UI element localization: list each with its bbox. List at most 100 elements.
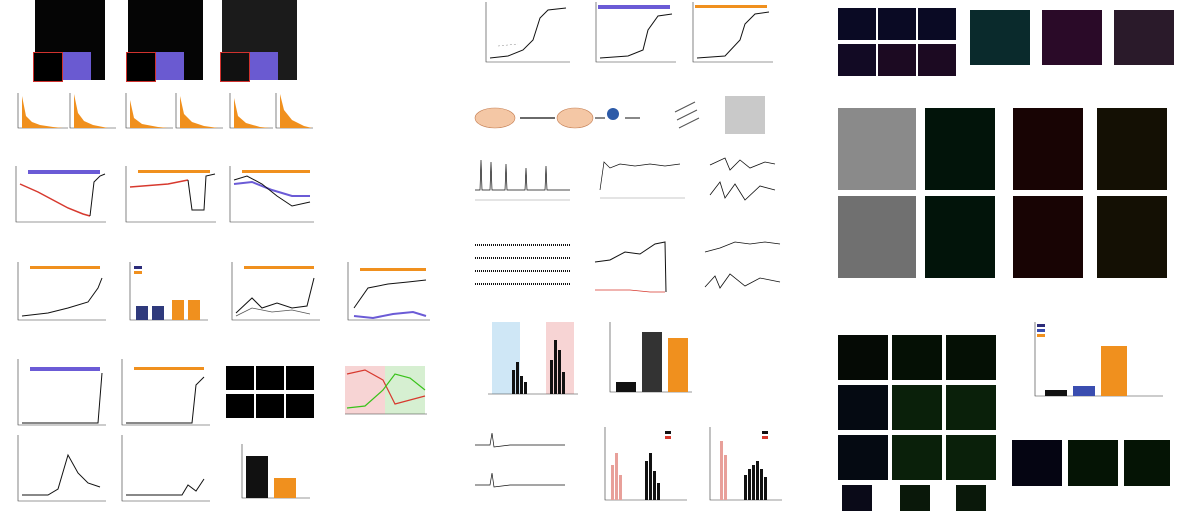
green-cell-1: [226, 394, 254, 418]
green-fluor-2: [925, 196, 995, 278]
shaded-trace-svg: [345, 366, 427, 415]
small-green-grid: [1012, 440, 1172, 490]
trace-panel-c1: [8, 162, 108, 232]
ephys-panel-1: [470, 150, 575, 210]
trace-svg-d4: [347, 262, 430, 321]
trace-svg-c1: [15, 166, 106, 223]
dapi-cell-5: [878, 44, 916, 76]
ephys-panel-3: [705, 150, 780, 220]
merge-cell: [1114, 10, 1174, 65]
dapi-cell-6: [918, 44, 956, 76]
small-cell-2: [1068, 440, 1118, 486]
ephys-panel-4: [470, 230, 575, 300]
bright-cell-1: [838, 108, 916, 190]
bar-panel-d2: [120, 258, 210, 333]
stain-cell-1: [838, 335, 888, 380]
bright-field-grid: [838, 108, 918, 298]
red-fluor-1: [1013, 108, 1083, 190]
hist-panel-bottom-2: [700, 425, 785, 510]
ephys-panel-5: [590, 232, 690, 302]
fluor-grid: [925, 108, 1175, 298]
sigmoid-panel-m2: [588, 0, 678, 75]
image-grid-e3: [226, 366, 316, 421]
hist-svg-bottom-2: [709, 427, 782, 501]
stain-inset-1: [842, 485, 872, 511]
trace-svg-e2: [121, 359, 210, 502]
sigmoid-panel-m3: [685, 0, 775, 75]
green-fluor-1: [925, 108, 995, 190]
stain-cell-9: [946, 435, 996, 480]
trace-panel-d4: [338, 258, 433, 333]
merge-fluor-1: [1097, 108, 1167, 190]
ephys-svg-2: [599, 161, 685, 199]
inset-purple-a1: [63, 52, 91, 80]
inset-box-a2: [126, 52, 156, 82]
stain-cell-6: [946, 385, 996, 430]
trace-panel-e1: [8, 355, 108, 510]
ephys-svg-4: [475, 244, 570, 285]
stain-inset-3: [956, 485, 986, 511]
bar-svg-e5: [241, 444, 310, 499]
schematic-svg: [474, 96, 765, 134]
stain-cell-5: [892, 385, 942, 430]
trace-panel-d1: [8, 258, 108, 333]
trace-svg-c3: [229, 166, 314, 223]
dapi-cell-2: [878, 8, 916, 40]
bar-panel-m-right: [600, 320, 695, 400]
ephys-svg-bottom: [475, 432, 565, 488]
dapi-grid: [838, 8, 956, 76]
sigmoid-panel-m1: [478, 0, 573, 75]
dapi-cell-3: [918, 8, 956, 40]
ephys-panel-6: [700, 232, 785, 302]
magenta-cell: [1042, 10, 1102, 65]
red-fluor-2: [1013, 196, 1083, 278]
green-stain-grid: [838, 335, 998, 511]
ephys-svg-3: [709, 157, 776, 201]
shaded-histogram-svg: [488, 322, 578, 395]
green-cell-2: [256, 394, 284, 418]
bar-panel-e5: [232, 440, 312, 505]
dapi-cell-4: [838, 44, 876, 76]
histogram-group: [17, 93, 313, 129]
hist-panel-bottom-1: [595, 425, 690, 510]
trace-svg-e1: [17, 359, 106, 502]
trace-svg-c2: [125, 166, 216, 223]
trace-panel-d3: [222, 258, 322, 333]
dapi-cell-1: [838, 8, 876, 40]
hist-svg-bottom-1: [604, 427, 687, 501]
trace-panel-c2: [118, 162, 218, 232]
ephys-svg-6: [704, 241, 781, 289]
bar-svg-d2: [129, 262, 208, 321]
stain-cell-7: [838, 435, 888, 480]
trace-panel-e2: [112, 355, 212, 510]
inset-purple-a2: [156, 52, 184, 80]
red-cell-1: [226, 366, 254, 390]
red-cell-3: [286, 366, 314, 390]
ephys-svg-5: [594, 241, 667, 293]
shaded-histogram-panel: [480, 320, 580, 400]
stain-cell-4: [838, 385, 888, 430]
histogram-row: [8, 88, 313, 143]
inset-box-a3: [220, 52, 250, 82]
stain-inset-2: [900, 485, 930, 511]
sigmoid-svg-m2: [595, 2, 676, 63]
trace-panel-c3: [222, 162, 317, 232]
sigmoid-svg-m3: [692, 2, 773, 63]
ephys-panel-2: [590, 150, 690, 210]
sigmoid-svg-m1: [485, 2, 570, 63]
trace-svg-d1: [17, 262, 106, 321]
small-cell-1: [1012, 440, 1062, 486]
green-cell-3: [286, 394, 314, 418]
stain-cell-2: [892, 335, 942, 380]
inset-box-a1: [33, 52, 63, 82]
trace-svg-d3: [231, 262, 320, 321]
ephys-panel-bottom: [470, 425, 570, 510]
shaded-trace-e4: [335, 360, 430, 420]
red-cell-2: [256, 366, 284, 390]
stain-cell-8: [892, 435, 942, 480]
cyan-cell: [970, 10, 1030, 65]
schematic-panel: [465, 90, 775, 140]
bar-svg-m-right: [609, 322, 692, 393]
inset-purple-a3: [250, 52, 278, 80]
stain-cell-3: [946, 335, 996, 380]
